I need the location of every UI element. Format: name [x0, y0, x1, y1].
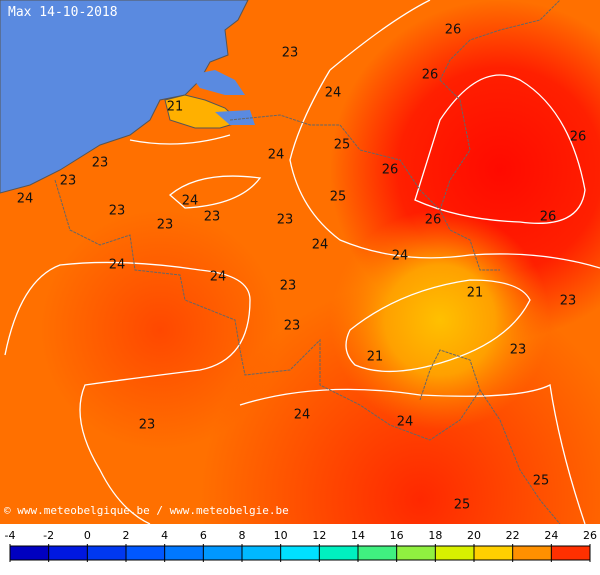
- colorbar-segment: [10, 546, 49, 560]
- colorbar-tick-label: 2: [123, 529, 130, 542]
- colorbar-tick-label: 12: [312, 529, 326, 542]
- map-label: 21: [367, 350, 384, 365]
- map-label: 24: [182, 194, 199, 209]
- map-label: 23: [60, 174, 77, 189]
- border: [479, 389, 561, 525]
- colorbar-segment: [48, 546, 88, 560]
- map-label: 23: [109, 204, 126, 219]
- colorbar-tick-label: 0: [84, 529, 91, 542]
- colorbar-segment: [87, 546, 126, 560]
- map-label: 24: [397, 415, 414, 430]
- colorbar-tick-label: 22: [506, 529, 520, 542]
- colorbar-segment: [319, 546, 358, 560]
- colorbar-tick-label: 6: [200, 529, 207, 542]
- colorbar-tick-label: 18: [428, 529, 442, 542]
- map-label: 26: [570, 130, 587, 145]
- map-label: 23: [92, 156, 109, 171]
- map-label: 25: [454, 498, 471, 513]
- map-label: 23: [282, 46, 299, 61]
- colorbar-segment: [435, 546, 474, 560]
- map-label: 25: [330, 190, 347, 205]
- map-label: 21: [467, 286, 484, 301]
- map-label: 26: [540, 210, 557, 225]
- map: 23 26 26 24 21 26 25 24 23 26 23 24 25 24 23 23 26 26 23 23…: [0, 0, 600, 525]
- isoline: [4, 261, 251, 525]
- colorbar-segment: [164, 546, 204, 560]
- colorbar-tick-label: 8: [239, 529, 246, 542]
- map-label: 26: [422, 68, 439, 83]
- colorbar-segment: [280, 546, 320, 560]
- sea: [0, 0, 249, 194]
- isoline: [168, 175, 262, 209]
- map-label: 24: [312, 238, 329, 253]
- map-label: 23: [280, 279, 297, 294]
- colorbar: -4 -2 0 2 4 6 8 10 12 14 16 18 20 22 24 26: [5, 529, 597, 562]
- border: [439, 0, 561, 81]
- estuary: [190, 70, 245, 95]
- map-label: 24: [294, 408, 311, 423]
- map-label: 24: [109, 258, 126, 273]
- colorbar-segment: [358, 546, 397, 560]
- map-label: 21: [167, 100, 184, 115]
- map-label: 24: [325, 86, 342, 101]
- isoline: [289, 69, 600, 269]
- colorbar-tick-label: -4: [5, 529, 16, 542]
- colorbar-segment: [242, 546, 281, 560]
- colorbar-tick-label: 10: [274, 529, 288, 542]
- map-label: 23: [277, 213, 294, 228]
- colorbar-tick-label: 4: [161, 529, 168, 542]
- colorbar-segment: [126, 546, 165, 560]
- colorbar-tick-label: 24: [544, 529, 558, 542]
- map-label: 26: [425, 213, 442, 228]
- colorbar-segment: [474, 546, 513, 560]
- colorbar-segment: [512, 546, 552, 560]
- isoline: [414, 74, 586, 224]
- map-label: 25: [533, 474, 550, 489]
- map-label: 23: [284, 319, 301, 334]
- colorbar-segment: [396, 546, 436, 560]
- isoline: [345, 279, 531, 373]
- colorbar-tick-label: -2: [43, 529, 54, 542]
- map-label: 24: [268, 148, 285, 163]
- map-label: 24: [392, 249, 409, 264]
- map-labels: 23 26 26 24 21 26 25 24 23 26 23 24 25 24 23 23 26 26 23 23…: [17, 23, 587, 513]
- credit: © www.meteobelgique.be / www.meteobelgie…: [4, 504, 289, 517]
- isoline: [329, 0, 431, 71]
- map-label: 26: [445, 23, 462, 38]
- border: [439, 79, 471, 211]
- map-label: 23: [157, 218, 174, 233]
- colorbar-tick-label: 26: [583, 529, 597, 542]
- colorbar-segment: [203, 546, 242, 560]
- map-label: 25: [334, 138, 351, 153]
- map-label: 24: [17, 192, 34, 207]
- map-label: 23: [139, 418, 156, 433]
- map-title: Max 14-10-2018: [8, 5, 118, 20]
- colorbar-tick-label: 14: [351, 529, 365, 542]
- border: [229, 114, 500, 271]
- colorbar-segment: [551, 546, 590, 560]
- border: [54, 179, 481, 441]
- colorbar-tick-label: 20: [467, 529, 481, 542]
- map-label: 23: [560, 294, 577, 309]
- colorbar-tick-label: 16: [390, 529, 404, 542]
- estuary: [215, 110, 255, 125]
- isoline: [129, 134, 231, 145]
- isoline: [239, 384, 586, 525]
- map-label: 26: [382, 163, 399, 178]
- map-label: 24: [210, 270, 227, 285]
- map-label: 23: [510, 343, 527, 358]
- map-label: 23: [204, 210, 221, 225]
